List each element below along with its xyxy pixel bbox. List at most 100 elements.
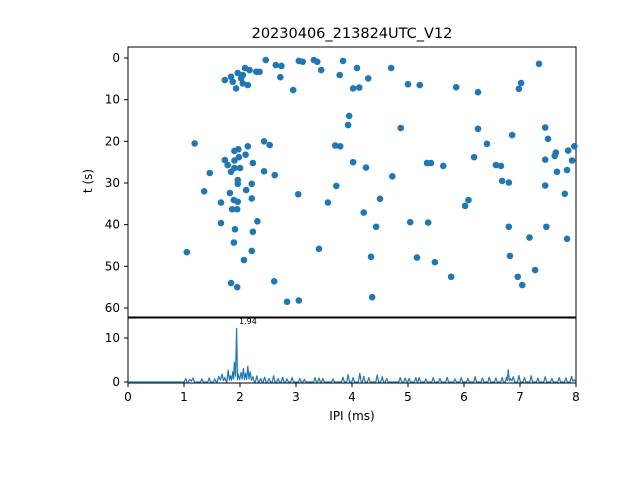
hist-x-tick-label: 5 [404, 390, 412, 404]
hist-x-tick-label: 4 [348, 390, 356, 404]
scatter-y-tick-label: 0 [112, 51, 120, 65]
scatter-point [246, 66, 253, 74]
scatter-y-tick-label: 30 [105, 176, 120, 190]
scatter-point [260, 168, 268, 175]
scatter-point [364, 75, 372, 82]
scatter-point [295, 297, 303, 304]
scatter-point [229, 78, 237, 86]
hist-x-axis-label: IPI (ms) [329, 409, 375, 423]
scatter-point [239, 80, 247, 87]
scatter-point [270, 278, 278, 285]
scatter-point [336, 143, 344, 150]
scatter-point [563, 235, 571, 243]
hist-x-tick-label: 0 [124, 390, 132, 404]
scatter-point [283, 298, 291, 306]
scatter-point [465, 196, 472, 204]
scatter-point [271, 171, 279, 179]
scatter-point [424, 219, 432, 226]
scatter-point [571, 143, 578, 150]
scatter-point [313, 58, 321, 66]
scatter-point [317, 66, 325, 74]
scatter-point [228, 205, 236, 213]
scatter-point [233, 205, 241, 213]
scatter-point [526, 234, 533, 241]
peak-annotation: 1.94 [239, 317, 257, 326]
scatter-point [541, 156, 549, 163]
scatter-point [242, 186, 250, 194]
scatter-point [470, 153, 478, 161]
scatter-point [234, 180, 242, 188]
scatter-point [376, 195, 384, 203]
scatter-point [505, 223, 513, 231]
scatter-point [568, 157, 576, 164]
scatter-point [564, 147, 572, 154]
scatter-y-tick-label: 20 [105, 134, 120, 148]
scatter-point [368, 293, 376, 301]
scatter-point [492, 161, 500, 169]
scatter-point [561, 190, 569, 198]
scatter-point [248, 247, 256, 255]
scatter-point [514, 273, 522, 281]
scatter-point [452, 83, 460, 91]
scatter-point [431, 258, 439, 266]
scatter-point [413, 254, 421, 261]
hist-y-tick-label: 10 [105, 331, 120, 345]
scatter-point [336, 71, 343, 79]
scatter-point [221, 156, 229, 164]
hist-x-tick-label: 6 [460, 390, 468, 404]
scatter-point [234, 69, 242, 77]
scatter-point [447, 273, 455, 281]
scatter-point [345, 112, 353, 120]
scatter-point [278, 62, 285, 70]
scatter-point [553, 168, 561, 176]
scatter-point [349, 85, 357, 92]
scatter-y-tick-label: 40 [105, 218, 120, 232]
scatter-point [315, 245, 323, 253]
scatter-point [183, 248, 191, 256]
scatter-point [248, 195, 256, 202]
scatter-point [240, 256, 248, 264]
scatter-point [541, 182, 549, 189]
scatter-point [367, 253, 375, 261]
hist-x-tick-label: 3 [292, 390, 300, 404]
scatter-y-axis-label: t (s) [81, 168, 95, 194]
scatter-point [531, 266, 539, 274]
scatter-point [427, 159, 435, 167]
scatter-point [227, 168, 235, 176]
scatter-point [217, 219, 225, 227]
scatter-point [505, 179, 513, 186]
scatter-point [237, 75, 245, 82]
scatter-point [353, 64, 361, 72]
scatter-point [508, 131, 516, 139]
scatter-point [256, 68, 263, 76]
scatter-point [372, 223, 380, 231]
scatter-point [294, 190, 302, 198]
scatter-y-tick-label: 50 [105, 259, 120, 273]
scatter-point [221, 76, 229, 84]
scatter-point [227, 279, 235, 287]
scatter-point [191, 140, 198, 147]
scatter-point [217, 199, 225, 206]
scatter-point [416, 81, 424, 89]
scatter-point [406, 218, 414, 226]
hist-y-tick-label: 0 [112, 375, 120, 389]
scatter-point [248, 180, 256, 188]
scatter-point [333, 182, 340, 190]
scatter-point [518, 281, 526, 289]
hist-x-tick-label: 1 [180, 390, 188, 404]
scatter-point [277, 73, 284, 81]
figure-title: 20230406_213824UTC_V12 [251, 26, 453, 42]
scatter-axes-box [127, 46, 577, 318]
hist-x-tick-label: 8 [572, 390, 580, 404]
scatter-point [272, 61, 280, 69]
scatter-point [244, 81, 252, 89]
scatter-point [389, 173, 396, 180]
scatter-point [497, 162, 505, 170]
scatter-point [266, 141, 273, 149]
scatter-point [200, 188, 208, 195]
scatter-point [232, 85, 240, 92]
scatter-point [387, 64, 395, 72]
scatter-point [324, 199, 332, 206]
scatter-point [249, 159, 257, 167]
